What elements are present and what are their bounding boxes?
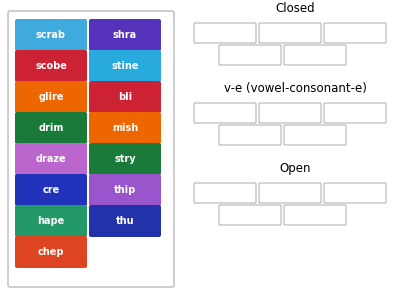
FancyBboxPatch shape	[324, 23, 386, 43]
FancyBboxPatch shape	[15, 205, 87, 237]
Text: scobe: scobe	[35, 61, 67, 71]
Text: chep: chep	[38, 247, 64, 257]
Text: stine: stine	[111, 61, 139, 71]
Text: Open: Open	[279, 162, 311, 175]
FancyBboxPatch shape	[15, 81, 87, 113]
FancyBboxPatch shape	[15, 50, 87, 82]
FancyBboxPatch shape	[219, 205, 281, 225]
FancyBboxPatch shape	[89, 50, 161, 82]
Text: bli: bli	[118, 92, 132, 102]
FancyBboxPatch shape	[284, 125, 346, 145]
Text: scrab: scrab	[36, 30, 66, 40]
FancyBboxPatch shape	[89, 143, 161, 175]
Text: mish: mish	[112, 123, 138, 133]
Text: Closed: Closed	[275, 2, 315, 15]
Text: drim: drim	[38, 123, 64, 133]
FancyBboxPatch shape	[324, 103, 386, 123]
FancyBboxPatch shape	[15, 143, 87, 175]
Text: thu: thu	[116, 216, 134, 226]
Text: glire: glire	[38, 92, 64, 102]
FancyBboxPatch shape	[15, 19, 87, 51]
Text: hape: hape	[37, 216, 65, 226]
FancyBboxPatch shape	[259, 103, 321, 123]
FancyBboxPatch shape	[89, 174, 161, 206]
FancyBboxPatch shape	[194, 23, 256, 43]
FancyBboxPatch shape	[194, 103, 256, 123]
FancyBboxPatch shape	[219, 45, 281, 65]
Text: thip: thip	[114, 185, 136, 195]
FancyBboxPatch shape	[194, 183, 256, 203]
FancyBboxPatch shape	[89, 205, 161, 237]
Text: draze: draze	[36, 154, 66, 164]
Text: cre: cre	[42, 185, 60, 195]
FancyBboxPatch shape	[15, 112, 87, 144]
Text: stry: stry	[114, 154, 136, 164]
Text: v-e (vowel-consonant-e): v-e (vowel-consonant-e)	[224, 82, 366, 95]
FancyBboxPatch shape	[89, 81, 161, 113]
FancyBboxPatch shape	[259, 183, 321, 203]
FancyBboxPatch shape	[89, 112, 161, 144]
FancyBboxPatch shape	[259, 23, 321, 43]
FancyBboxPatch shape	[284, 205, 346, 225]
FancyBboxPatch shape	[324, 183, 386, 203]
FancyBboxPatch shape	[89, 19, 161, 51]
Text: shra: shra	[113, 30, 137, 40]
FancyBboxPatch shape	[8, 11, 174, 287]
FancyBboxPatch shape	[15, 236, 87, 268]
FancyBboxPatch shape	[219, 125, 281, 145]
FancyBboxPatch shape	[15, 174, 87, 206]
FancyBboxPatch shape	[284, 45, 346, 65]
